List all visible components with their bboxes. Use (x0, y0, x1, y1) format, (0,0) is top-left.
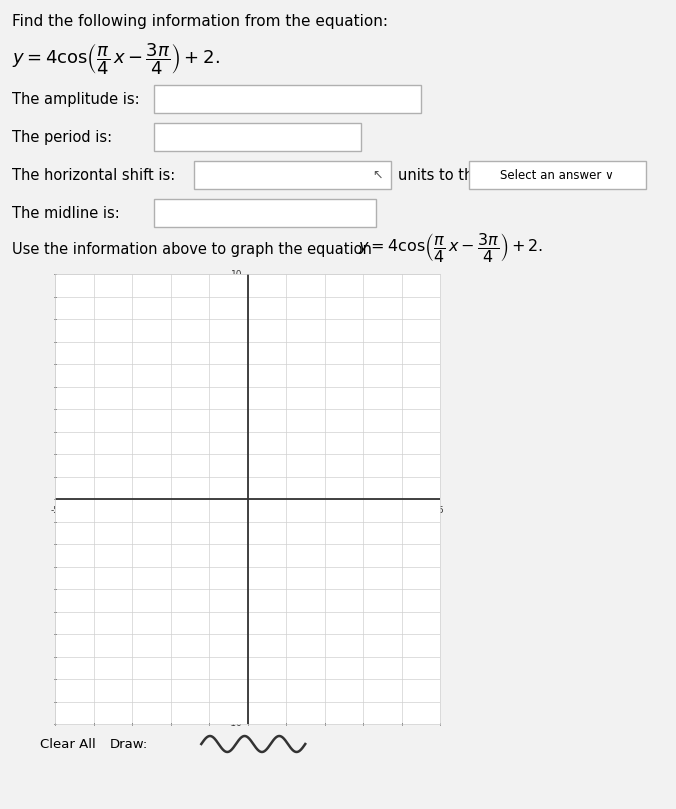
Text: The midline is:: The midline is: (12, 205, 120, 221)
FancyBboxPatch shape (194, 161, 391, 189)
Text: ↖: ↖ (372, 168, 382, 181)
Text: 4: 4 (399, 506, 404, 515)
Text: The period is:: The period is: (12, 129, 112, 145)
Text: -4: -4 (234, 584, 243, 594)
Text: The amplitude is:: The amplitude is: (12, 91, 140, 107)
Text: $y = 4\cos\!\left(\dfrac{\pi}{4}\,x - \dfrac{3\pi}{4}\right) + 2.$: $y = 4\cos\!\left(\dfrac{\pi}{4}\,x - \d… (358, 231, 544, 264)
Text: 1: 1 (283, 506, 289, 515)
FancyBboxPatch shape (154, 123, 361, 151)
Text: 1: 1 (237, 472, 243, 481)
Text: units to the: units to the (398, 167, 483, 183)
FancyBboxPatch shape (469, 161, 646, 189)
Text: -6: -6 (233, 629, 243, 638)
Text: The horizontal shift is:: The horizontal shift is: (12, 167, 175, 183)
Text: 9: 9 (237, 292, 243, 301)
Text: 7: 7 (237, 337, 243, 346)
FancyBboxPatch shape (154, 85, 421, 113)
Text: 4: 4 (237, 404, 243, 413)
Text: Clear All: Clear All (40, 738, 96, 751)
Text: -9: -9 (233, 697, 243, 706)
Text: -1: -1 (205, 506, 214, 515)
FancyBboxPatch shape (154, 199, 376, 227)
Text: 3: 3 (237, 427, 243, 436)
Text: -10: -10 (228, 719, 243, 728)
Text: 8: 8 (237, 315, 243, 324)
Text: 6: 6 (237, 359, 243, 369)
Text: -8: -8 (233, 675, 243, 684)
Text: -1: -1 (233, 517, 243, 526)
Text: -2: -2 (234, 540, 243, 549)
Text: Find the following information from the equation:: Find the following information from the … (12, 14, 388, 29)
Text: Draw:: Draw: (110, 738, 148, 751)
Text: -2: -2 (166, 506, 175, 515)
Text: 2: 2 (322, 506, 327, 515)
Text: 3: 3 (360, 506, 366, 515)
Text: Select an answer ∨: Select an answer ∨ (500, 168, 614, 181)
Text: $y = 4\cos\!\left(\dfrac{\pi}{4}\,x - \dfrac{3\pi}{4}\right) + 2.$: $y = 4\cos\!\left(\dfrac{\pi}{4}\,x - \d… (12, 41, 220, 77)
Text: -3: -3 (233, 562, 243, 571)
Text: 10: 10 (231, 269, 243, 278)
Text: -7: -7 (233, 652, 243, 661)
Text: -5: -5 (51, 506, 59, 515)
Text: Use the information above to graph the equation: Use the information above to graph the e… (12, 242, 372, 256)
Text: 5: 5 (437, 506, 443, 515)
Text: 2: 2 (237, 450, 243, 459)
Text: -5: -5 (233, 607, 243, 616)
Text: 5: 5 (237, 382, 243, 391)
Text: -4: -4 (89, 506, 98, 515)
Text: -3: -3 (128, 506, 137, 515)
